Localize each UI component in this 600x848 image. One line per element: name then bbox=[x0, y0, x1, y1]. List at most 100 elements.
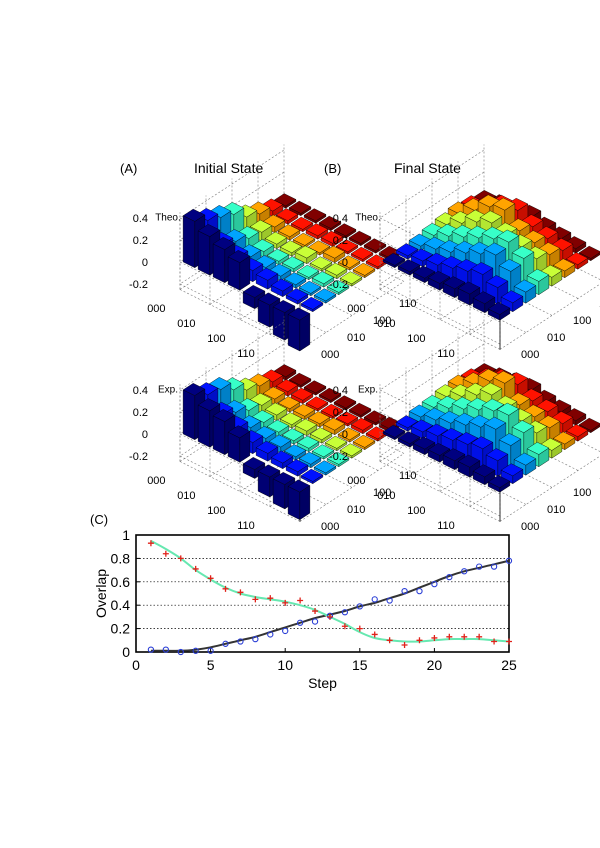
bar bbox=[313, 460, 337, 476]
z-tick-label: 0 bbox=[142, 429, 148, 441]
data-point bbox=[446, 573, 453, 581]
data-point bbox=[267, 595, 274, 602]
bar-side bbox=[348, 409, 361, 419]
bar-side bbox=[348, 237, 361, 247]
data-point bbox=[386, 637, 393, 644]
bar-side bbox=[333, 401, 346, 411]
data-point bbox=[147, 540, 154, 547]
bar-side bbox=[272, 306, 285, 341]
bar bbox=[457, 454, 481, 478]
data-point bbox=[431, 634, 438, 641]
data-point bbox=[177, 648, 184, 656]
col-tick-label: 010 bbox=[547, 504, 565, 516]
data-point bbox=[341, 609, 349, 616]
col-tick-label: 100 bbox=[573, 315, 591, 327]
bar-side bbox=[242, 463, 256, 479]
data-point bbox=[491, 638, 498, 645]
row-tick-label: 110 bbox=[237, 348, 255, 360]
bar bbox=[333, 395, 357, 411]
data-point bbox=[341, 623, 348, 630]
row-tick-label: 000 bbox=[147, 475, 165, 487]
bar-side bbox=[427, 449, 440, 463]
bar-side bbox=[352, 441, 365, 451]
floor-grid-line bbox=[499, 283, 600, 350]
overlap-with-final-experiment-series bbox=[147, 557, 513, 656]
bar bbox=[296, 264, 320, 281]
row-tick-label: 000 bbox=[347, 475, 365, 487]
row-tick-label: 010 bbox=[177, 318, 195, 330]
series-line bbox=[150, 559, 510, 652]
bar-side bbox=[197, 404, 211, 448]
bar bbox=[318, 215, 342, 232]
z-tick-label: 0.4 bbox=[133, 385, 148, 397]
bar-side bbox=[320, 237, 333, 248]
bar-side bbox=[326, 286, 339, 296]
bar-side bbox=[365, 260, 378, 270]
bar-side bbox=[365, 432, 378, 442]
row-label: Exp. bbox=[358, 385, 378, 396]
bar bbox=[350, 246, 374, 263]
bar-side bbox=[350, 253, 363, 263]
bar-side bbox=[311, 277, 324, 288]
bar bbox=[337, 427, 361, 443]
bar bbox=[279, 412, 303, 429]
bar bbox=[363, 410, 387, 426]
floor-grid-line bbox=[439, 251, 545, 320]
data-point bbox=[431, 580, 438, 588]
data-point bbox=[401, 588, 408, 595]
bar-side bbox=[300, 475, 313, 485]
data-point bbox=[222, 640, 229, 647]
floor-grid-line bbox=[379, 221, 485, 290]
bar bbox=[285, 288, 309, 305]
data-point bbox=[356, 603, 363, 610]
row-label: Theo. bbox=[155, 213, 181, 224]
col-tick-label: 100 bbox=[373, 487, 391, 499]
bar-side bbox=[412, 443, 425, 456]
bar-side bbox=[285, 465, 298, 477]
data-point bbox=[237, 638, 244, 645]
bar bbox=[337, 255, 361, 271]
z-tick-label: -0.2 bbox=[129, 279, 148, 291]
row-label: Theo. bbox=[355, 213, 381, 224]
bars bbox=[182, 193, 402, 352]
x-axis-title: Step bbox=[308, 675, 337, 691]
z-tick-label: 0.2 bbox=[333, 235, 348, 247]
y-tick-label: 0.2 bbox=[111, 621, 131, 637]
y-tick-label: 0.4 bbox=[111, 597, 131, 613]
bar bbox=[288, 200, 312, 217]
bar-side bbox=[412, 272, 425, 284]
panel-b-title: Final State bbox=[394, 160, 461, 176]
bar-side bbox=[339, 277, 352, 287]
data-point bbox=[222, 585, 229, 592]
bar-side bbox=[227, 431, 241, 463]
bar-side bbox=[309, 262, 322, 272]
data-point bbox=[252, 635, 259, 643]
bar-side bbox=[285, 294, 298, 305]
bar-side bbox=[300, 303, 313, 313]
bar-side bbox=[363, 244, 376, 254]
y-tick-label: 1 bbox=[122, 527, 130, 543]
data-point bbox=[147, 646, 155, 653]
y-tick-label: 0 bbox=[122, 644, 130, 660]
z-tick-label: -0.2 bbox=[329, 279, 348, 291]
bars bbox=[382, 363, 600, 493]
z-tick-label: 0.4 bbox=[133, 213, 148, 225]
bar bbox=[227, 250, 251, 291]
data-point bbox=[207, 575, 214, 582]
bar bbox=[487, 302, 511, 321]
bar bbox=[300, 468, 324, 485]
data-point bbox=[461, 568, 468, 575]
bar bbox=[287, 307, 311, 352]
bar-side bbox=[397, 437, 410, 448]
floor-grid-line bbox=[409, 236, 515, 305]
bar-side bbox=[255, 274, 268, 290]
bar-side bbox=[487, 308, 500, 321]
data-point bbox=[505, 557, 513, 564]
overlap-chart: 0 5 10 15 20 25 0 0.2 0.4 0.6 0.8 1 Step Overlap bbox=[93, 527, 517, 691]
bar-side bbox=[270, 285, 283, 298]
z-tick-label: 0.2 bbox=[133, 407, 148, 419]
bar bbox=[303, 208, 327, 224]
